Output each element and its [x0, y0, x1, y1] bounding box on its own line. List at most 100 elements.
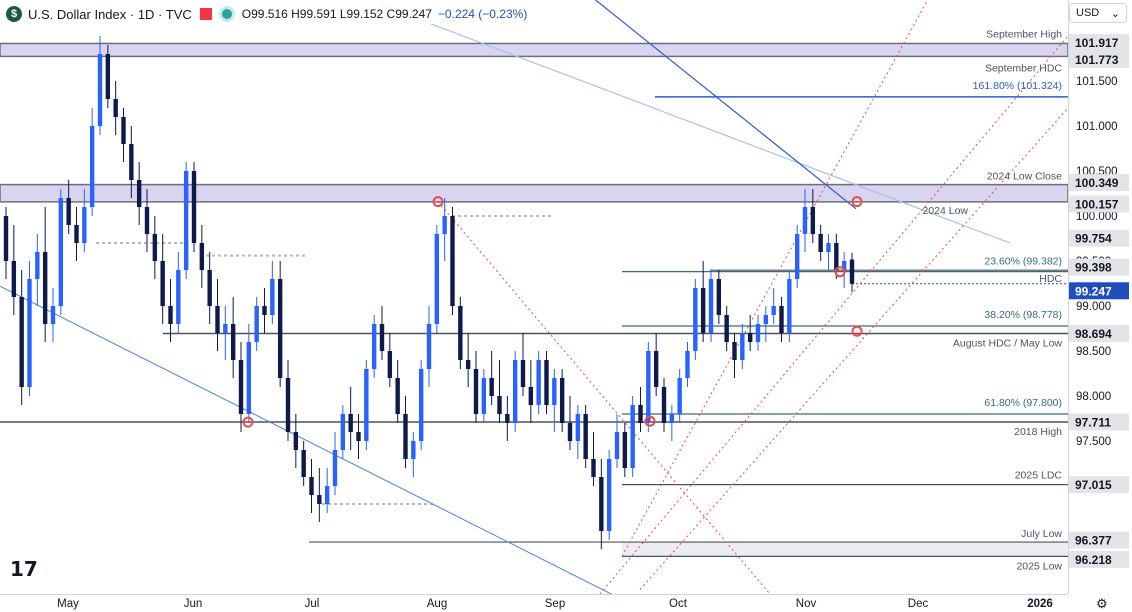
- candle: [411, 432, 416, 477]
- candle-body: [700, 288, 706, 333]
- candle-body: [3, 216, 9, 261]
- candle: [136, 162, 142, 225]
- ohlc-values: O99.516 H99.591 L99.152 C99.247: [241, 7, 432, 21]
- candle: [426, 306, 432, 387]
- label-august-hdc: August HDC / May Low: [953, 338, 1063, 350]
- lower-trendline: [0, 285, 623, 600]
- candle-body: [230, 324, 236, 360]
- candle-body: [685, 351, 690, 378]
- price-tag-label: 101.773: [1075, 53, 1119, 67]
- channel-upper-line: [621, 0, 929, 557]
- candle-body: [97, 54, 103, 126]
- price-tag-bg: [1069, 33, 1129, 51]
- candle: [58, 189, 64, 315]
- x-tick-label: Sep: [545, 598, 565, 610]
- candle: [787, 270, 792, 342]
- candle-body: [497, 396, 502, 414]
- x-tick-label: Dec: [908, 598, 929, 610]
- candle-body: [802, 207, 808, 234]
- flag-icon[interactable]: [199, 8, 212, 20]
- symbol-title[interactable]: U.S. Dollar Index · 1D · TVC: [28, 6, 192, 22]
- candle: [638, 387, 643, 432]
- candle: [606, 450, 612, 540]
- price-tag-bg: [1069, 174, 1129, 192]
- price-tag-label: 99.754: [1075, 232, 1112, 246]
- label-fib-382: 38.20% (98.778): [984, 309, 1062, 321]
- candle: [481, 369, 487, 423]
- candle-body: [27, 279, 32, 387]
- candle: [599, 459, 604, 549]
- y-tick-label: 100.000: [1076, 211, 1118, 223]
- candle: [144, 189, 150, 252]
- candle-body: [183, 171, 189, 270]
- candle: [301, 441, 306, 486]
- candle: [270, 261, 275, 324]
- x-tick-label: May: [57, 598, 79, 610]
- label-fib-161: 161.80% (101.324): [973, 80, 1062, 92]
- candle-body: [105, 54, 111, 99]
- price-tag-bg: [1069, 195, 1129, 213]
- zone-band-1: [0, 183, 1069, 203]
- candle: [622, 423, 628, 477]
- tradingview-logo-icon[interactable]: 17: [10, 557, 38, 581]
- candle: [614, 414, 620, 468]
- candle-body: [771, 306, 776, 315]
- candle-body: [42, 252, 48, 324]
- candle: [121, 108, 126, 162]
- candle: [544, 351, 549, 414]
- candle-body: [465, 360, 471, 369]
- candle-body: [826, 243, 831, 252]
- slope-trendline: [594, 0, 857, 210]
- candle-body: [567, 423, 573, 441]
- candle-body: [277, 279, 283, 378]
- candle: [285, 360, 291, 441]
- x-tick-label: Jul: [305, 598, 320, 610]
- candle: [309, 459, 314, 513]
- candle-body: [591, 459, 596, 477]
- x-tick-label: 2026: [1027, 598, 1053, 610]
- currency-select[interactable]: USD ⌄: [1069, 3, 1127, 23]
- last-price-tag-bg: [1069, 282, 1129, 300]
- candle: [223, 306, 228, 360]
- price-tags: 101.917 101.773 100.349 100.157 99.754 99.398…: [1069, 33, 1129, 568]
- candle-body: [395, 378, 400, 414]
- descending-channel-line: [437, 201, 771, 595]
- candle-body: [270, 279, 275, 315]
- candle: [693, 279, 698, 360]
- candle: [559, 369, 565, 432]
- candle-body: [317, 495, 322, 504]
- candle: [685, 342, 690, 387]
- candle-body: [512, 360, 518, 423]
- candle-body: [387, 351, 393, 378]
- candle-body: [332, 450, 338, 486]
- candle-body: [505, 414, 510, 423]
- candle-body: [129, 144, 134, 180]
- candle: [418, 360, 424, 450]
- candles: [3, 36, 855, 549]
- candle: [442, 198, 447, 261]
- candle-body: [35, 252, 40, 279]
- candle-body: [653, 351, 659, 387]
- candle: [293, 414, 299, 468]
- candle-body: [779, 306, 784, 333]
- candle: [505, 396, 510, 441]
- candle: [528, 360, 534, 423]
- candle-body: [301, 450, 306, 477]
- candle-body: [191, 171, 197, 243]
- candle: [473, 351, 479, 423]
- candle-body: [458, 306, 463, 360]
- candle-body: [223, 324, 228, 333]
- price-tag-label: 96.218: [1075, 553, 1112, 567]
- currency-label: USD: [1076, 7, 1100, 19]
- candle-body: [575, 414, 581, 441]
- gear-icon[interactable]: ⚙: [1096, 596, 1108, 611]
- pivot-marker-2: [644, 415, 656, 427]
- candle-body: [520, 360, 526, 387]
- change-value: −0.224 (−0.23%): [437, 7, 528, 21]
- candle-body: [89, 126, 95, 207]
- pivot-markers: [242, 196, 863, 428]
- candle-body: [630, 405, 635, 468]
- candle-body: [661, 387, 667, 423]
